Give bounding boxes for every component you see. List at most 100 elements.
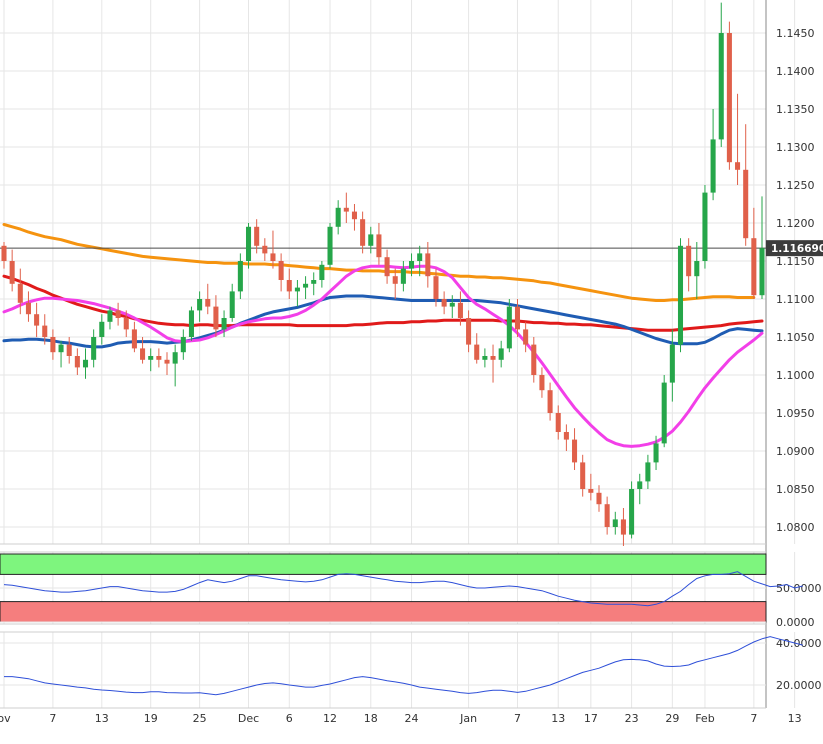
candle: [417, 245, 423, 277]
candle: [213, 295, 219, 337]
candle: [237, 253, 243, 299]
candle: [1, 242, 7, 269]
candle: [376, 223, 382, 265]
x-tick-label: 6: [286, 712, 293, 725]
last-price-tag-bg: [766, 240, 823, 257]
candle-body: [205, 299, 211, 307]
candle: [743, 124, 749, 246]
candle: [653, 435, 659, 470]
candle-body: [759, 248, 765, 296]
candle-body: [726, 33, 732, 163]
candle-body: [743, 169, 749, 239]
candle-body: [751, 238, 757, 296]
candle: [107, 306, 113, 330]
candle: [262, 238, 268, 261]
candle: [547, 382, 553, 421]
candle-body: [457, 302, 463, 318]
x-tick-label: 23: [625, 712, 639, 725]
candle-body: [449, 302, 455, 307]
candle-body: [9, 261, 15, 284]
candle: [572, 428, 578, 470]
pane-adx-background: [0, 632, 766, 708]
candle-body: [327, 226, 333, 265]
candle-body: [262, 245, 268, 254]
candle-body: [42, 325, 48, 337]
candle: [718, 2, 724, 147]
candle-body: [294, 287, 300, 292]
candle-body: [686, 245, 692, 277]
candle-body: [555, 413, 561, 432]
candle-body: [409, 261, 415, 269]
candle: [9, 249, 15, 292]
candle: [482, 348, 488, 368]
candle: [294, 280, 300, 307]
candle: [384, 249, 390, 284]
candle: [343, 192, 349, 223]
x-tick-label: 25: [193, 712, 207, 725]
x-tick-label: Jan: [459, 712, 477, 725]
x-tick-label: 13: [95, 712, 109, 725]
candle-body: [588, 489, 594, 493]
candle: [531, 337, 537, 383]
candle-body: [498, 348, 504, 360]
candle-body: [514, 306, 521, 330]
adx-tick-label: 20.0000: [776, 679, 822, 692]
x-tick-label: 19: [144, 712, 158, 725]
candle: [506, 299, 512, 353]
candle-body: [66, 344, 72, 356]
y-tick-label: 1.1200: [776, 217, 815, 230]
candle: [645, 454, 651, 489]
candle: [335, 200, 341, 235]
candle: [34, 302, 40, 337]
y-tick-label: 1.1300: [776, 141, 815, 154]
candle: [620, 508, 626, 546]
candle: [637, 473, 643, 505]
candle: [514, 299, 521, 337]
y-tick-label: 1.1450: [776, 27, 815, 40]
x-tick-label: 7: [514, 712, 521, 725]
rsi-tick-label: 0.0000: [776, 616, 815, 629]
candle: [221, 310, 227, 337]
candle-body: [197, 299, 203, 311]
candle: [303, 276, 309, 299]
candle: [229, 283, 235, 322]
candle-body: [563, 432, 569, 440]
candle-body: [694, 261, 700, 277]
candle: [91, 329, 97, 368]
candle-body: [351, 211, 357, 220]
candle: [42, 314, 48, 345]
x-tick-label: 18: [364, 712, 378, 725]
candle: [726, 21, 732, 170]
candle-body: [417, 253, 423, 261]
candle-body: [286, 280, 292, 292]
candle-body: [441, 299, 447, 307]
candle-body: [237, 261, 243, 292]
candle: [115, 302, 121, 326]
candle: [180, 329, 186, 360]
candle: [140, 337, 146, 364]
candle: [270, 230, 276, 269]
candle-body: [735, 162, 741, 170]
candle: [254, 219, 260, 254]
candle-body: [311, 280, 317, 284]
candle-body: [172, 352, 178, 364]
candle-body: [74, 356, 80, 368]
y-tick-label: 1.1050: [776, 331, 815, 344]
y-tick-label: 1.1100: [776, 293, 815, 306]
candle-body: [604, 504, 610, 527]
candle-body: [188, 310, 194, 337]
candle: [555, 405, 561, 440]
candle: [457, 291, 463, 326]
x-tick-label: 13: [551, 712, 565, 725]
candle: [449, 295, 455, 318]
candle-body: [148, 356, 154, 360]
candle-body: [229, 291, 235, 318]
candle-body: [368, 234, 374, 246]
candle: [677, 238, 684, 353]
sma-20-line: [2, 264, 764, 448]
candle-body: [710, 139, 716, 193]
candle: [205, 283, 211, 315]
adx-line: [4, 636, 803, 696]
